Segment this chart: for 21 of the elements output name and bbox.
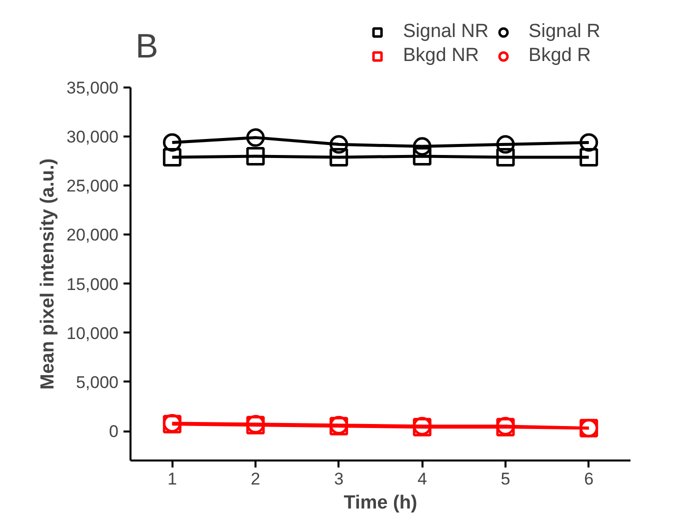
legend-label: Bkgd NR [403, 45, 480, 67]
text: B [136, 28, 158, 66]
x-tick-label: 6 [584, 470, 594, 488]
x-tick-label: 4 [417, 470, 427, 488]
y-tick-label: 20,000 [66, 226, 119, 245]
x-tick-label: 5 [500, 470, 510, 488]
legend-label: Signal NR [403, 21, 489, 43]
y-tick-label: 5,000 [76, 372, 119, 392]
x-axis-title: Time (h) [344, 492, 418, 514]
y-tick-label: 25,000 [66, 176, 119, 196]
y-tick-label: 30,000 [66, 128, 119, 147]
legend-label: Bkgd R [528, 45, 591, 67]
x-tick-label: 3 [334, 470, 344, 488]
x-tick-label: 2 [250, 470, 260, 488]
y-axis-title: Mean pixel intensity (a.u.) [38, 158, 59, 390]
legend-label: Signal R [528, 21, 600, 43]
x-tick-label: 1 [167, 470, 177, 488]
y-tick-label: 0 [109, 422, 119, 442]
y-tick-label: 10,000 [66, 324, 119, 343]
y-tick-label: 15,000 [66, 274, 119, 294]
y-tick-label: 35,000 [66, 78, 119, 98]
